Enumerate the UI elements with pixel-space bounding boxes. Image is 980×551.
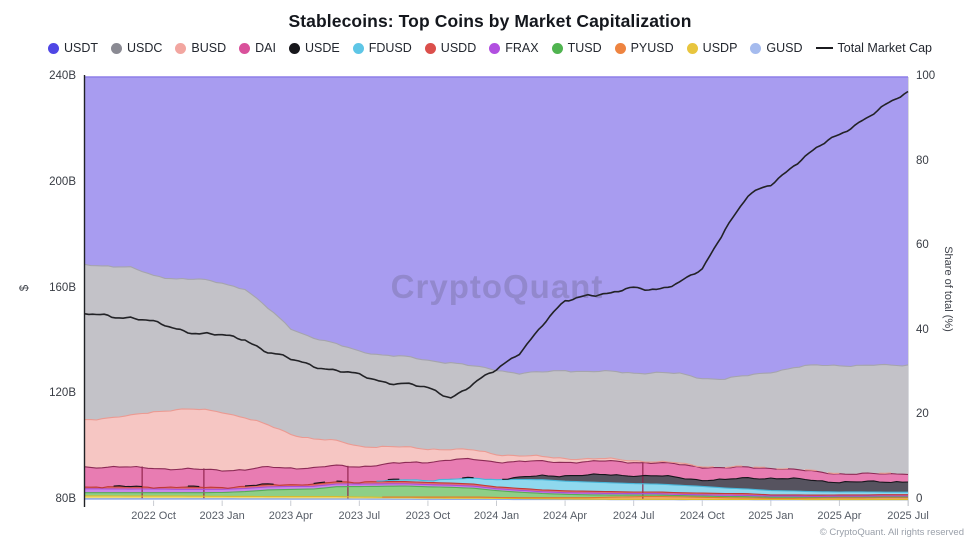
usdd-legend-dot: [424, 42, 436, 54]
usdc-legend-dot: [111, 42, 122, 54]
x-tick-label: 2024 Apr: [543, 510, 588, 522]
edge-frax: [85, 483, 908, 497]
frax-legend-dot: [489, 42, 501, 54]
area-dai: [85, 458, 908, 489]
legend-label: FRAX: [505, 41, 539, 55]
right-tick-label: 20: [916, 408, 929, 421]
left-tick-label: 120B: [49, 387, 76, 400]
x-tick-label: 2025 Jan: [748, 510, 794, 522]
area-busd: [85, 408, 908, 475]
legend-item-tusd[interactable]: TUSD: [551, 41, 602, 55]
chart-legend: USDT USDC BUSD DAI USDE FDUSD USDD FRAX TUSD PYUS…: [0, 41, 980, 55]
total-line-swatch: [815, 46, 833, 50]
legend-label: Total Market Cap: [837, 41, 933, 55]
x-tick-label: 2024 Oct: [679, 510, 725, 522]
edge-pyusd: [382, 495, 908, 499]
busd-legend-dot: [175, 42, 187, 54]
left-tick-label: 200B: [49, 175, 76, 188]
x-tick-label: 2023 Oct: [405, 510, 451, 522]
pyusd-legend-dot: [614, 42, 626, 54]
legend-label: BUSD: [191, 41, 227, 55]
right-tick-label: 40: [916, 323, 929, 336]
dai-legend-dot: [239, 42, 251, 54]
usde-legend-dot: [289, 42, 300, 54]
edge-fdusd: [376, 477, 908, 493]
right-tick-label: 80: [916, 154, 929, 167]
copyright-notice: © CryptoQuant. All rights reserved: [819, 527, 964, 538]
left-tick-label: 80B: [55, 493, 76, 505]
edge-tusd: [85, 485, 908, 498]
x-tick-label: 2025 Jul: [887, 510, 929, 522]
area-usdc: [85, 264, 908, 475]
legend-item-fdusd[interactable]: FDUSD: [352, 41, 412, 55]
legend-label: USDT: [63, 41, 98, 55]
usdp-legend-dot: [686, 42, 698, 54]
gusd-legend-dot: [750, 42, 762, 54]
legend-item-usdp[interactable]: USDP: [686, 41, 738, 55]
edge-dai: [84, 457, 909, 475]
usdt-legend-dot: [47, 42, 59, 54]
edge-usde: [113, 473, 909, 488]
area-usde: [85, 473, 908, 493]
legend-label: USDE: [305, 41, 340, 55]
area-usdd: [85, 481, 908, 497]
legend-item-usdc[interactable]: USDC: [111, 41, 162, 55]
legend-label: TUSD: [567, 41, 602, 55]
left-tick-label: 240B: [49, 70, 76, 82]
legend-label: USDC: [127, 41, 163, 55]
x-tick-label: 2023 Apr: [268, 510, 313, 522]
legend-item-dai[interactable]: DAI: [239, 41, 276, 55]
tusd-legend-dot: [551, 42, 563, 54]
legend-label: GUSD: [766, 41, 803, 55]
right-axis-title: Share of total (%): [942, 246, 954, 332]
legend-label: USDD: [440, 41, 477, 55]
x-tick-label: 2023 Jan: [199, 510, 245, 522]
left-tick-label: 160B: [49, 281, 76, 294]
total-market-cap-line: [84, 90, 909, 399]
fdusd-legend-dot: [352, 42, 364, 54]
x-tick-label: 2024 Jul: [612, 510, 655, 522]
edge-usdp: [85, 495, 908, 501]
right-tick-label: 0: [916, 493, 923, 505]
legend-item-frax[interactable]: FRAX: [489, 41, 539, 55]
legend-item-total-market-cap[interactable]: Total Market Cap: [815, 41, 933, 55]
legend-item-usde[interactable]: USDE: [289, 41, 340, 55]
legend-item-pyusd[interactable]: PYUSD: [614, 41, 674, 55]
legend-item-usdd[interactable]: USDD: [424, 41, 477, 55]
legend-item-busd[interactable]: BUSD: [175, 41, 226, 55]
legend-item-usdt[interactable]: USDT: [47, 41, 98, 55]
legend-item-gusd[interactable]: GUSD: [750, 41, 803, 55]
area-usdt: [85, 77, 908, 380]
legend-label: FDUSD: [368, 41, 412, 55]
legend-label: PYUSD: [630, 41, 674, 55]
area-tusd: [85, 486, 908, 499]
x-tick-label: 2025 Apr: [817, 510, 862, 522]
x-tick-label: 2022 Oct: [131, 510, 176, 522]
chart-title: Stablecoins: Top Coins by Market Capital…: [288, 11, 692, 31]
edge-usdd: [84, 481, 908, 496]
right-tick-label: 60: [916, 239, 929, 252]
x-tick-label: 2023 Jul: [338, 510, 381, 522]
right-tick-label: 100: [916, 70, 936, 82]
x-tick-label: 2024 Jan: [473, 510, 520, 522]
legend-label: DAI: [255, 41, 276, 55]
legend-label: USDP: [702, 41, 738, 55]
